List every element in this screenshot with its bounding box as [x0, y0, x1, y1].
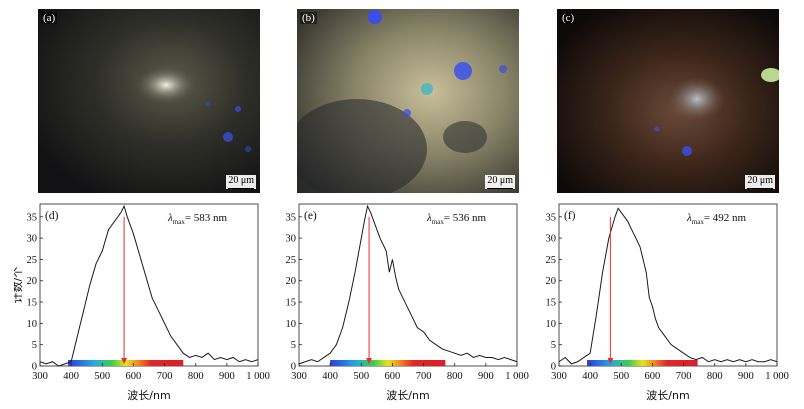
- micrograph-a: [38, 9, 260, 193]
- x-tick-label: 400: [582, 371, 598, 382]
- y-tick-label: 20: [546, 276, 557, 287]
- x-tick-label: 400: [63, 371, 79, 382]
- peak-marker-arrowhead: [366, 358, 373, 364]
- x-tick-label: 500: [353, 371, 369, 382]
- x-tick-label: 500: [613, 371, 629, 382]
- spectrum-chart-f: 300 400 500 600 700 800 900 1 000 0 5 10 15 20 25 30 35…: [533, 200, 791, 409]
- y-tick-label: 0: [291, 362, 296, 373]
- y-tick-label: 25: [27, 255, 38, 266]
- x-tick-label: 700: [157, 371, 173, 382]
- y-tick-label: 15: [27, 298, 38, 309]
- y-tick-label: 10: [286, 319, 297, 330]
- spectrum-plot-f: 300 400 500 600 700 800 900 1 000 0 5 10 15 20 25 30 35…: [546, 203, 789, 402]
- panel-label: (a): [41, 12, 58, 24]
- x-axis-label: 波长/nm: [127, 389, 170, 402]
- spectrum-colorbar: [587, 360, 698, 366]
- plot-frame: [39, 203, 259, 367]
- x-tick-label: 300: [32, 371, 48, 382]
- lambda-max-annotation: λmax= 583 nm: [167, 212, 228, 226]
- scale-bar-label: 20 μm: [747, 175, 773, 186]
- y-tick-label: 30: [546, 234, 557, 245]
- y-tick-label: 15: [546, 298, 557, 309]
- x-axis-label: 波长/nm: [646, 389, 689, 402]
- x-tick-label: 800: [447, 371, 463, 382]
- y-tick-label: 5: [32, 340, 37, 351]
- y-tick-label: 15: [286, 298, 297, 309]
- lambda-max-annotation: λmax= 492 nm: [686, 212, 747, 226]
- spectrum-line: [39, 204, 259, 367]
- photo-panel-b: (b) 20 μm: [297, 9, 519, 193]
- x-tick-label: 900: [738, 371, 754, 382]
- scale-bar-label: 20 μm: [487, 175, 513, 186]
- x-tick-label: 800: [707, 371, 723, 382]
- x-tick-label: 1 000: [765, 371, 789, 382]
- y-tick-label: 10: [546, 319, 557, 330]
- y-tick-label: 5: [291, 340, 296, 351]
- spectrum-line: [558, 207, 778, 365]
- x-tick-label: 1 000: [505, 371, 529, 382]
- y-tick-label: 25: [286, 255, 297, 266]
- y-tick-label: 30: [27, 234, 38, 245]
- peak-marker-arrowhead: [607, 358, 614, 364]
- y-tick-label: 0: [551, 362, 556, 373]
- scale-bar: 20 μm: [745, 175, 775, 189]
- x-tick-label: 600: [385, 371, 401, 382]
- micrograph-c: [557, 9, 779, 193]
- panel-label: (b): [300, 12, 317, 24]
- spectrum-colorbar: [68, 360, 184, 366]
- spectrum-plot-e: 300 400 500 600 700 800 900 1 000 0 5 10 15 20 25 30 35…: [286, 203, 529, 402]
- y-tick-label: 35: [286, 212, 297, 223]
- peak-marker-arrowhead: [121, 358, 128, 364]
- spectrum-plot-d: 300 400 500 600 700 800 900 1 000 0 5 10 15 20 25 30 35…: [14, 203, 270, 402]
- panel-label: (d): [45, 210, 59, 222]
- panel-label: (f): [564, 210, 576, 222]
- x-tick-label: 900: [478, 371, 494, 382]
- y-tick-label: 30: [286, 234, 297, 245]
- x-axis-label: 波长/nm: [386, 389, 429, 402]
- x-tick-label: 800: [188, 371, 204, 382]
- scale-bar-label: 20 μm: [228, 175, 254, 186]
- panel-label: (c): [560, 12, 577, 24]
- y-tick-label: 20: [286, 276, 297, 287]
- spectrum-chart-e: 300 400 500 600 700 800 900 1 000 0 5 10 15 20 25 30 35…: [273, 200, 531, 409]
- micrograph-b: [297, 9, 519, 193]
- panel-label: (e): [304, 210, 317, 222]
- plot-frame: [298, 203, 518, 367]
- y-tick-label: 0: [32, 362, 37, 373]
- lambda-max-annotation: λmax= 536 nm: [426, 212, 487, 226]
- x-tick-label: 700: [676, 371, 692, 382]
- photo-panel-a: (a) 20 μm: [38, 9, 260, 193]
- y-tick-label: 35: [27, 212, 38, 223]
- spectrum-line: [298, 204, 518, 365]
- y-tick-label: 35: [546, 212, 557, 223]
- y-tick-label: 25: [546, 255, 557, 266]
- x-tick-label: 600: [645, 371, 661, 382]
- y-axis-label: 计数/个: [14, 267, 24, 304]
- y-tick-label: 5: [551, 340, 556, 351]
- spectrum-colorbar: [330, 360, 446, 366]
- y-tick-label: 20: [27, 276, 38, 287]
- x-tick-label: 300: [551, 371, 567, 382]
- y-tick-label: 10: [27, 319, 38, 330]
- x-tick-label: 700: [416, 371, 432, 382]
- x-tick-label: 900: [219, 371, 235, 382]
- x-tick-label: 1 000: [246, 371, 270, 382]
- x-tick-label: 400: [322, 371, 338, 382]
- scale-bar: 20 μm: [485, 175, 515, 189]
- photo-panel-c: (c) 20 μm: [557, 9, 779, 193]
- scale-bar: 20 μm: [226, 175, 256, 189]
- x-tick-label: 300: [291, 371, 307, 382]
- x-tick-label: 600: [126, 371, 142, 382]
- x-tick-label: 500: [94, 371, 110, 382]
- spectrum-chart-d: 300 400 500 600 700 800 900 1 000 0 5 10 15 20 25 30 35…: [14, 200, 272, 409]
